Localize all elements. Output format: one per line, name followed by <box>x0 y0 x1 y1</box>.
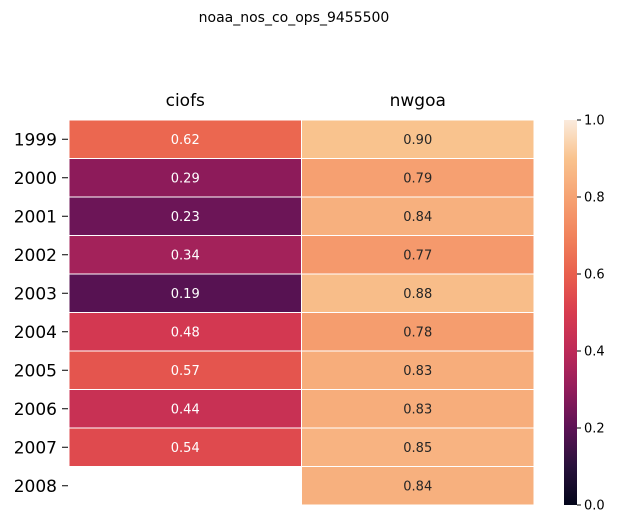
cell-value-2003-nwgoa: 0.88 <box>403 287 432 302</box>
row-label-2005: 2005 <box>14 361 57 381</box>
heatmap-cell-2006-nwgoa <box>301 389 535 429</box>
heatmap-cell-2004-nwgoa <box>301 312 535 352</box>
heatmap-cell-2005-ciofs <box>68 350 302 390</box>
cell-value-2002-ciofs: 0.34 <box>171 248 200 263</box>
cell-value-2007-ciofs: 0.54 <box>171 441 200 456</box>
cell-value-2002-nwgoa: 0.77 <box>403 248 432 263</box>
column-labels: ciofs nwgoa <box>166 91 446 111</box>
heatmap-cell-2001-ciofs <box>68 196 302 236</box>
colorbar-gradient <box>564 120 577 505</box>
colorbar-tick-label: 1.0 <box>584 114 605 129</box>
heatmap-cell-2001-nwgoa <box>301 196 535 236</box>
heatmap-cells: 0.62 0.90 0.29 0.79 0.23 0.84 0.34 0.77 0.19 0.88… <box>68 119 535 506</box>
heatmap-cell-2008-nwgoa <box>301 466 535 506</box>
column-label-ciofs: ciofs <box>166 91 205 111</box>
colorbar-tick-label: 0.2 <box>584 422 605 437</box>
heatmap-cell-2007-ciofs <box>68 427 302 467</box>
row-label-2006: 2006 <box>14 400 57 420</box>
cell-value-2000-ciofs: 0.29 <box>171 171 200 186</box>
cell-value-2004-ciofs: 0.48 <box>171 325 200 340</box>
cell-value-2007-nwgoa: 0.85 <box>403 441 432 456</box>
colorbar-tick-label: 0.0 <box>584 499 605 514</box>
heatmap-cell-2003-ciofs <box>68 273 302 313</box>
cell-value-2006-nwgoa: 0.83 <box>403 402 432 417</box>
column-label-nwgoa: nwgoa <box>390 91 446 111</box>
cell-value-1999-ciofs: 0.62 <box>171 133 200 148</box>
row-label-2003: 2003 <box>14 284 57 304</box>
cell-value-2000-nwgoa: 0.79 <box>403 171 432 186</box>
heatmap-cell-2003-nwgoa <box>301 273 535 313</box>
heatmap-cell-1999-nwgoa <box>301 119 535 159</box>
cell-value-2001-nwgoa: 0.84 <box>403 210 432 225</box>
row-label-2004: 2004 <box>14 323 57 343</box>
cell-value-1999-nwgoa: 0.90 <box>403 133 432 148</box>
heatmap-cell-2002-ciofs <box>68 235 302 275</box>
heatmap-cell-2002-nwgoa <box>301 235 535 275</box>
row-label-2007: 2007 <box>14 438 57 458</box>
cell-value-2003-ciofs: 0.19 <box>171 287 200 302</box>
cell-value-2006-ciofs: 0.44 <box>171 402 200 417</box>
chart-title: noaa_nos_co_ops_9455500 <box>199 10 390 26</box>
colorbar-tick-label: 0.4 <box>584 345 605 360</box>
colorbar: 0.0 0.2 0.4 0.6 0.8 1.0 <box>564 114 605 514</box>
row-label-2008: 2008 <box>14 477 57 497</box>
cell-value-2005-nwgoa: 0.83 <box>403 364 432 379</box>
heatmap-cell-2005-nwgoa <box>301 350 535 390</box>
cell-value-2001-ciofs: 0.23 <box>171 210 200 225</box>
heatmap-cell-2004-ciofs <box>68 312 302 352</box>
cell-value-2008-nwgoa: 0.84 <box>403 479 432 494</box>
cell-value-2005-ciofs: 0.57 <box>171 364 200 379</box>
row-labels: 1999 2000 2001 2002 2003 2004 2005 2006 2007 2008 <box>14 130 68 497</box>
row-label-2001: 2001 <box>14 207 57 227</box>
heatmap-cell-2006-ciofs <box>68 389 302 429</box>
colorbar-tick-label: 0.8 <box>584 191 605 206</box>
colorbar-tick-label: 0.6 <box>584 268 605 283</box>
row-label-2002: 2002 <box>14 246 57 266</box>
row-label-1999: 1999 <box>14 130 57 150</box>
row-label-2000: 2000 <box>14 169 57 189</box>
heatmap-cell-2007-nwgoa <box>301 427 535 467</box>
heatmap-cell-2000-nwgoa <box>301 158 535 198</box>
cell-value-2004-nwgoa: 0.78 <box>403 325 432 340</box>
